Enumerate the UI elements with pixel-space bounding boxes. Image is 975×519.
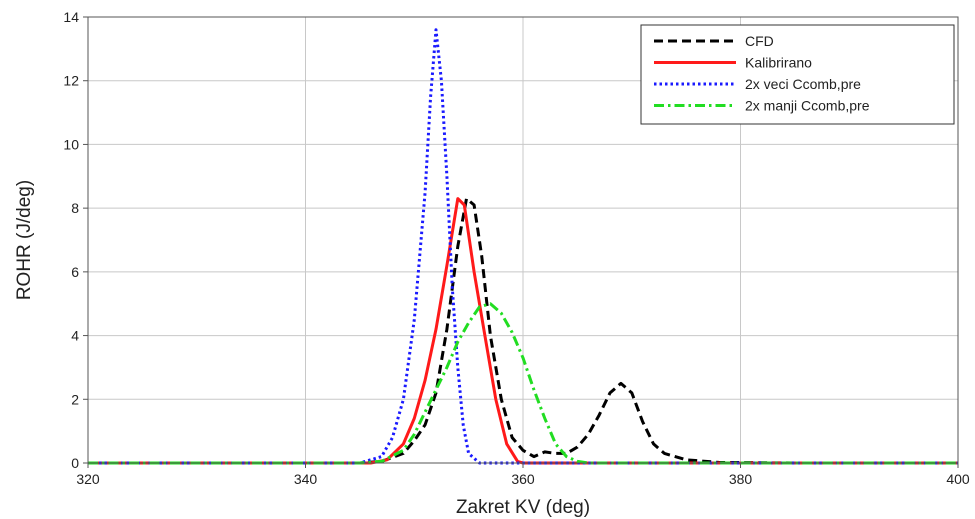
series-line-1 [88,197,958,465]
series-line-4 [88,302,958,465]
legend-label-3: 2x veci Ccomb,pre [745,76,861,92]
x-tick-label: 380 [729,471,753,487]
legend-label-2: Kalibrirano [745,55,812,71]
y-axis-label: ROHR (J/deg) [14,180,35,300]
y-tick-label: 6 [71,264,79,280]
x-tick-label: 340 [294,471,318,487]
y-tick-label: 12 [63,73,79,89]
y-tick-label: 10 [63,136,79,152]
tick-labels: 320 340 360 380 400 0 2 4 6 8 10 12 14 [63,9,969,487]
x-axis-label: Zakret KV (deg) [456,497,590,518]
series-lines [88,28,958,465]
series-line-2 [88,197,958,465]
y-tick-label: 0 [71,455,79,471]
legend-label-1: CFD [745,33,774,49]
legend-label-4: 2x manji Ccomb,pre [745,98,870,114]
y-tick-label: 14 [63,9,79,25]
x-tick-label: 320 [76,471,100,487]
y-tick-label: 4 [71,328,79,344]
series-line-3 [88,28,958,465]
y-tick-label: 8 [71,200,79,216]
x-tick-label: 400 [946,471,970,487]
legend: CFD Kalibrirano 2x veci Ccomb,pre 2x manji … [640,24,955,125]
grid-lines [87,16,959,464]
legend-box [640,24,955,125]
x-tick-label: 360 [511,471,535,487]
y-tick-label: 2 [71,391,79,407]
axes [83,16,959,468]
